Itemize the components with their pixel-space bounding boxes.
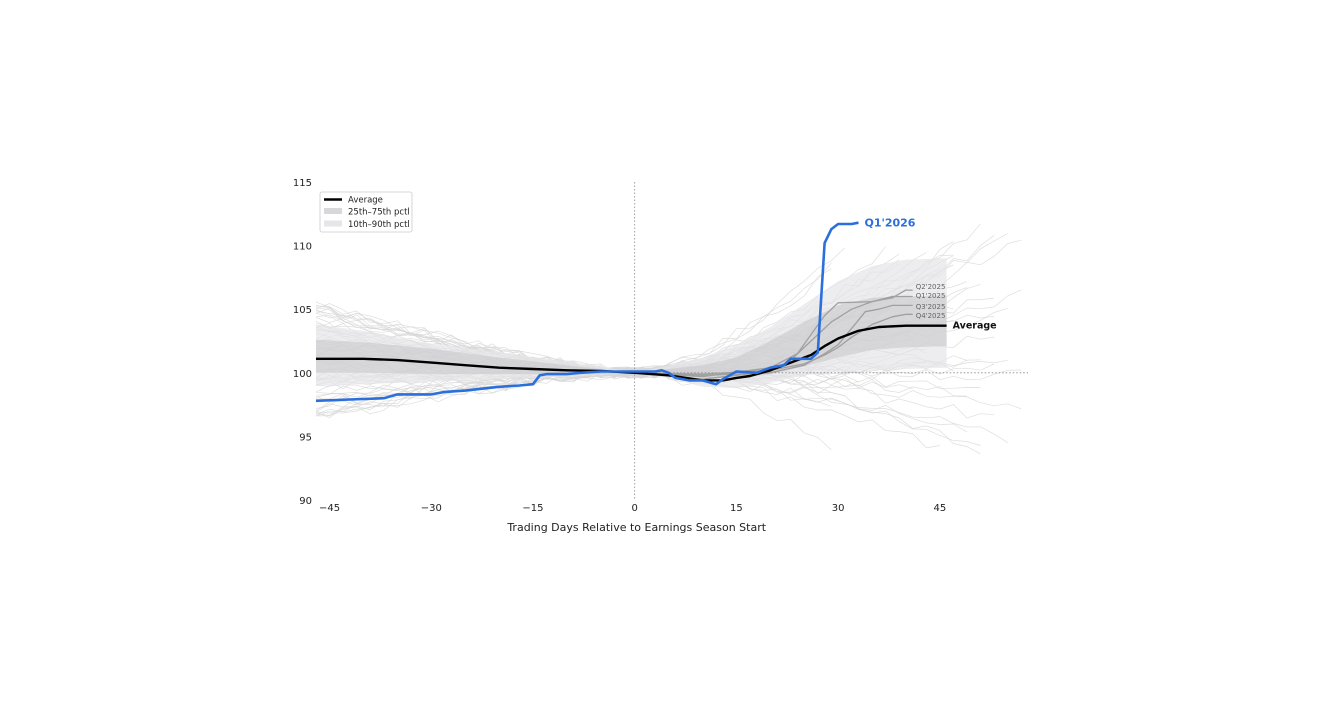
y-tick-label: 115: [293, 178, 312, 189]
series-label-current: Q1'2026: [864, 217, 915, 230]
series-line-recent: [634, 289, 913, 378]
y-tick-label: 100: [293, 369, 312, 380]
legend-outer-swatch: [324, 220, 342, 227]
legend-entry-outer-band: 10th–90th pctl: [348, 220, 410, 230]
x-axis-label: Trading Days Relative to Earnings Season…: [506, 521, 766, 534]
y-tick-label: 90: [299, 496, 312, 507]
y-tick-label: 95: [299, 432, 312, 443]
y-tick-label: 105: [293, 305, 312, 316]
x-tick-label: 30: [832, 503, 845, 514]
x-tick-label: −45: [319, 503, 340, 514]
y-tick-label: 110: [293, 242, 312, 253]
legend: Average 25th–75th pctl 10th–90th pctl: [319, 191, 413, 233]
x-tick-label: 0: [632, 503, 638, 514]
x-tick-label: 45: [933, 503, 946, 514]
axes: 90 95 100 105 110 115 −45 −30 −15 0 15 30 45: [293, 178, 946, 514]
x-tick-label: −15: [522, 503, 543, 514]
percentile-bands: [316, 258, 947, 389]
legend-entry-average: Average: [348, 196, 383, 206]
current-series: [315, 221, 859, 403]
legend-iqr-swatch: [324, 208, 342, 214]
series-label-average: Average: [953, 321, 997, 332]
reference-lines: [634, 182, 1028, 500]
series-label-q3-2025: Q3'2025: [916, 303, 946, 311]
historical-series-line: [315, 262, 832, 404]
x-tick-label: −30: [421, 503, 442, 514]
legend-box: [319, 191, 413, 233]
series-label-q4-2025: Q4'2025: [916, 312, 946, 320]
series-label-q2-2025: Q2'2025: [916, 283, 946, 291]
series-label-q1-2025: Q1'2025: [916, 292, 946, 300]
legend-entry-iqr: 25th–75th pctl: [348, 208, 410, 218]
series-line-current: [315, 221, 859, 403]
band-25-75: [316, 295, 947, 378]
x-tick-label: 15: [730, 503, 743, 514]
